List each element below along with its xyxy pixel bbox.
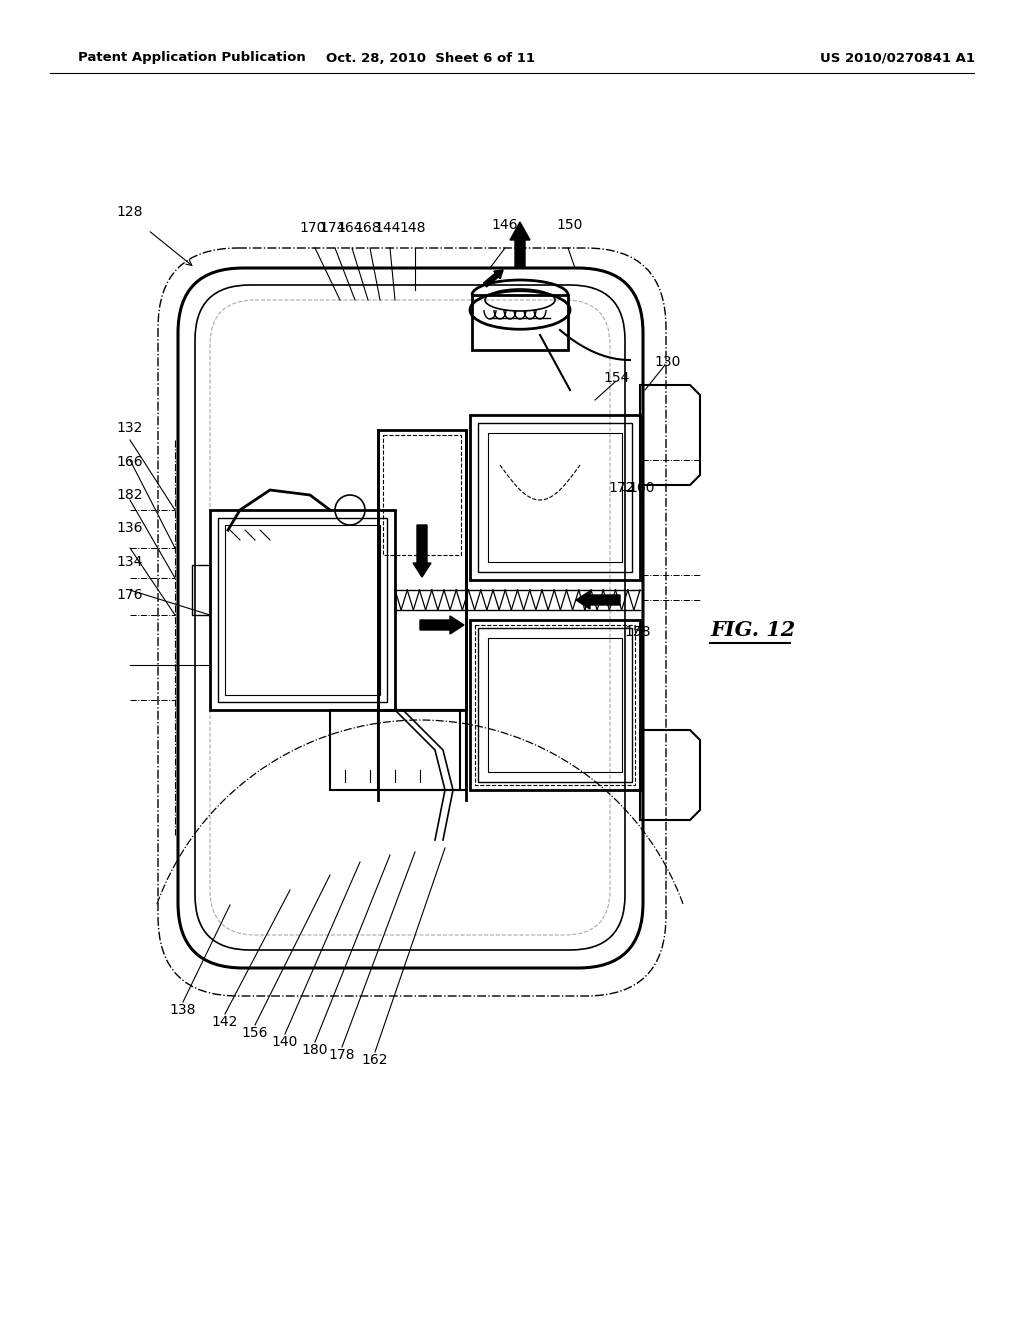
Text: 172: 172 (609, 480, 635, 495)
Bar (470, 620, 640, 789)
Bar (210, 510, 395, 710)
Bar (378, 710, 466, 789)
Bar (225, 525, 380, 696)
Bar (383, 436, 461, 554)
Text: 180: 180 (302, 1043, 329, 1057)
FancyArrow shape (575, 591, 620, 609)
Text: 134: 134 (117, 554, 143, 569)
Text: 132: 132 (117, 421, 143, 436)
Text: 148: 148 (399, 220, 426, 235)
Bar (475, 624, 635, 785)
Bar (378, 430, 466, 710)
FancyArrow shape (413, 525, 431, 577)
Text: 154: 154 (604, 371, 630, 385)
FancyArrow shape (420, 616, 464, 634)
Bar (488, 638, 622, 772)
Text: 168: 168 (354, 220, 381, 235)
Text: 146: 146 (492, 218, 518, 232)
Text: 138: 138 (170, 1003, 197, 1016)
Text: 176: 176 (117, 587, 143, 602)
Bar (488, 433, 622, 562)
Text: Oct. 28, 2010  Sheet 6 of 11: Oct. 28, 2010 Sheet 6 of 11 (326, 51, 535, 65)
Text: 182: 182 (117, 488, 143, 502)
Text: 150: 150 (557, 218, 584, 232)
Text: 158: 158 (625, 624, 651, 639)
FancyArrow shape (510, 222, 530, 268)
Text: 142: 142 (212, 1015, 239, 1030)
Text: 156: 156 (242, 1026, 268, 1040)
Text: 178: 178 (329, 1048, 355, 1063)
Bar (330, 710, 460, 789)
Text: 166: 166 (117, 455, 143, 469)
Text: 136: 136 (117, 521, 143, 535)
Text: 162: 162 (361, 1053, 388, 1067)
Text: US 2010/0270841 A1: US 2010/0270841 A1 (820, 51, 975, 65)
Text: 128: 128 (117, 205, 143, 219)
Text: 160: 160 (629, 480, 655, 495)
Bar (478, 422, 632, 572)
Bar (478, 628, 632, 781)
Text: 144: 144 (375, 220, 401, 235)
Text: 130: 130 (654, 355, 681, 370)
Text: 170: 170 (300, 220, 327, 235)
Text: 164: 164 (337, 220, 364, 235)
Text: FIG. 12: FIG. 12 (710, 620, 796, 640)
Bar (218, 517, 387, 702)
FancyArrow shape (483, 269, 503, 286)
Text: 174: 174 (319, 220, 346, 235)
Text: Patent Application Publication: Patent Application Publication (78, 51, 306, 65)
Bar (470, 414, 640, 579)
Bar (472, 294, 568, 350)
Text: 140: 140 (271, 1035, 298, 1049)
Bar (193, 565, 210, 615)
